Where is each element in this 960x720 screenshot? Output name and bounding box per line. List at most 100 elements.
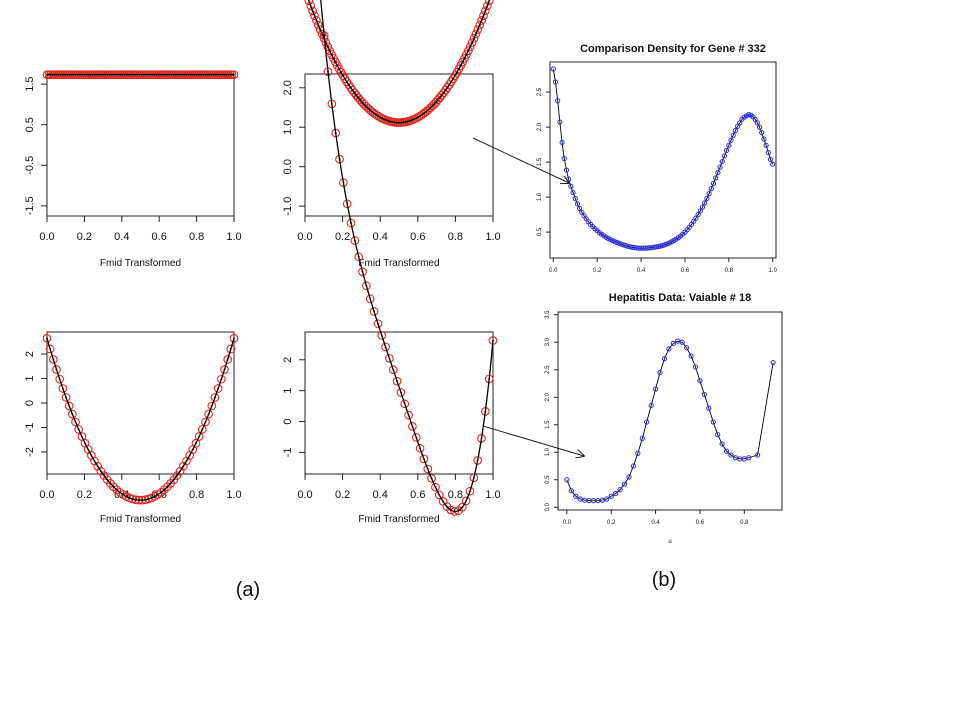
data-dot <box>472 476 475 479</box>
data-dot <box>153 495 156 498</box>
data-point <box>74 425 84 434</box>
data-dots <box>46 73 235 76</box>
data-point <box>400 399 410 409</box>
x-tick-label: 0.4 <box>637 268 646 274</box>
data-dot <box>106 73 109 76</box>
data-dot <box>442 91 445 94</box>
data-dot <box>108 73 111 76</box>
data-dot <box>150 496 153 499</box>
data-point <box>702 200 708 206</box>
data-dot <box>338 158 341 161</box>
data-dot <box>319 28 322 31</box>
data-dot <box>415 436 418 439</box>
y-tick-label: -1 <box>24 423 36 433</box>
data-point <box>71 417 80 427</box>
data-point <box>197 425 207 434</box>
chart-b2-hepatitis-density: 0.0 0.2 0.4 0.6 0.8 0.0 0.5 1.0 1.5 2.0 2.5 3.0 3.5 H… <box>545 292 783 545</box>
data-dot <box>389 120 392 123</box>
data-dot <box>380 334 383 337</box>
data-dot <box>369 297 372 300</box>
data-point <box>385 354 394 363</box>
x-tick-label: 0.6 <box>681 268 690 274</box>
data-dot <box>163 488 166 491</box>
y-tick-label: -2 <box>24 447 36 457</box>
data-dot <box>146 73 149 76</box>
data-dot <box>231 73 234 76</box>
x-tick-label: 0.6 <box>410 489 425 501</box>
data-dot <box>421 113 424 116</box>
data-dot <box>330 103 333 105</box>
data-dot <box>357 96 360 99</box>
data-dot <box>91 73 94 76</box>
data-dot <box>362 103 365 106</box>
data-point <box>573 493 579 499</box>
data-point <box>467 38 477 47</box>
data-dot <box>467 49 470 52</box>
data-point <box>759 130 765 136</box>
x-tick-label: 0.4 <box>373 231 388 243</box>
data-dot <box>119 73 122 76</box>
data-dot <box>138 73 141 76</box>
data-dot <box>210 73 213 76</box>
data-point <box>563 167 570 173</box>
data-point <box>159 485 169 495</box>
data-dot <box>183 73 186 76</box>
data-dot <box>187 73 190 76</box>
data-dot <box>388 357 391 360</box>
data-dot <box>80 435 83 438</box>
data-dot <box>72 73 75 76</box>
data-dot <box>229 73 232 76</box>
arrow-a2-to-b1 <box>472 137 569 183</box>
data-point <box>220 365 229 374</box>
x-tick-label: 0.0 <box>549 268 558 274</box>
data-point <box>404 410 413 420</box>
data-dot <box>372 111 375 114</box>
data-dot <box>452 77 455 80</box>
data-point <box>561 156 567 162</box>
data-point <box>42 333 52 343</box>
x-tick-label: 0.6 <box>152 231 167 243</box>
data-dot <box>473 37 475 40</box>
y-tick-label: 2.0 <box>545 392 551 401</box>
data-dot <box>55 73 58 76</box>
data-dot <box>346 202 349 205</box>
data-dot <box>78 73 81 76</box>
data-dot <box>208 73 211 76</box>
data-point <box>644 419 650 425</box>
data-points <box>550 66 776 251</box>
data-dot <box>345 80 348 83</box>
data-dot <box>127 73 130 76</box>
data-dot <box>395 121 398 124</box>
data-dot <box>391 121 394 123</box>
data-dot <box>170 73 173 76</box>
data-point <box>308 6 317 16</box>
data-dot <box>457 68 460 70</box>
data-point <box>58 384 68 393</box>
data-point <box>419 454 429 464</box>
y-tick-label: -1.0 <box>282 197 294 216</box>
data-point <box>415 443 425 453</box>
data-dot <box>403 402 406 405</box>
data-dot <box>355 94 358 97</box>
data-point <box>630 463 637 469</box>
data-dot <box>342 181 345 184</box>
data-dot <box>140 73 143 76</box>
chart-title: Hepatitis Data: Vaiable # 18 <box>609 292 751 304</box>
data-dot <box>87 73 90 76</box>
data-dot <box>406 120 409 123</box>
data-dot <box>399 121 401 124</box>
data-point <box>312 16 321 25</box>
y-tick-label: 3.5 <box>545 310 551 319</box>
data-dot <box>84 442 86 445</box>
data-dot <box>365 284 368 287</box>
arrow-a4-to-b2 <box>482 425 584 456</box>
x-tick-label: 0.4 <box>651 520 660 526</box>
data-point <box>715 170 721 176</box>
data-point <box>754 120 760 126</box>
data-dot <box>195 442 197 445</box>
data-point <box>770 360 776 366</box>
x-tick-label: 0.6 <box>696 520 705 526</box>
data-dot <box>364 105 367 107</box>
data-point <box>213 384 223 393</box>
data-dot <box>106 478 109 481</box>
